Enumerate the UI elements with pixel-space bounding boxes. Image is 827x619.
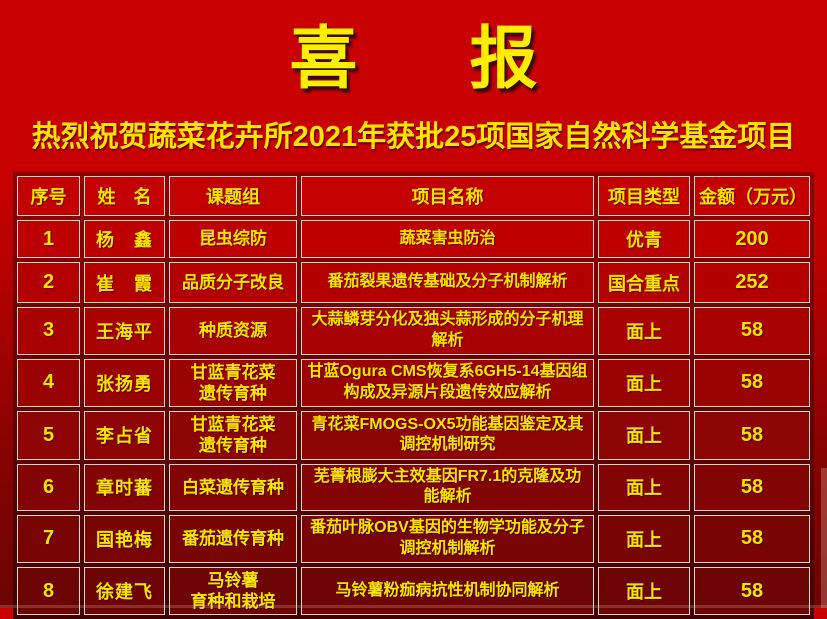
col-header-project: 项目名称: [301, 176, 594, 216]
cell-name: 张扬勇: [84, 358, 165, 408]
cell-project: 番茄裂果遗传基础及分子机制解析: [301, 262, 594, 303]
cell-amount: 58: [694, 307, 810, 355]
cell-amount: 252: [694, 262, 810, 303]
col-header-group: 课题组: [169, 176, 297, 216]
cell-name: 章时蕃: [84, 463, 165, 512]
table-row: 1 杨 鑫 昆虫综防 蔬菜害虫防治 优青 200: [17, 220, 810, 258]
subtitle: 热烈祝贺蔬菜花卉所2021年获批25项国家自然科学基金项目: [31, 120, 796, 153]
col-header-type: 项目类型: [598, 176, 690, 216]
table-header: 序号 姓 名 课题组 项目名称 项目类型 金额（万元）: [17, 176, 810, 216]
cell-name: 崔 霞: [84, 262, 165, 303]
cell-project: 大蒜鳞芽分化及独头蒜形成的分子机理解析: [301, 307, 594, 355]
col-header-no: 序号: [17, 176, 80, 216]
cell-project: 番茄叶脉OBV基因的生物学功能及分子调控机制解析: [301, 515, 594, 563]
cell-amount: 58: [694, 411, 810, 460]
cell-no: 8: [17, 566, 80, 616]
page-title: 喜 报: [0, 0, 827, 97]
cell-group: 昆虫综防: [169, 220, 297, 258]
cell-name: 李占省: [84, 411, 165, 460]
cell-group: 马铃薯 育种和栽培: [169, 566, 297, 616]
cell-group: 种质资源: [169, 307, 297, 355]
cell-project: 马铃薯粉痂病抗性机制协同解析: [301, 566, 594, 616]
col-header-name: 姓 名: [84, 176, 165, 216]
table-row: 2 崔 霞 品质分子改良 番茄裂果遗传基础及分子机制解析 国合重点 252: [17, 262, 810, 303]
cell-type: 面上: [598, 463, 690, 512]
cell-amount: 58: [694, 566, 810, 616]
cell-name: 徐建飞: [84, 566, 165, 616]
cell-type: 面上: [598, 566, 690, 616]
cell-type: 优青: [598, 220, 690, 258]
cell-no: 2: [17, 262, 80, 303]
title-char-right: 报: [469, 21, 538, 97]
table-row: 4 张扬勇 甘蓝青花菜 遗传育种 甘蓝Ogura CMS恢复系6GH5-14基因…: [17, 358, 810, 408]
table-row: 7 国艳梅 番茄遗传育种 番茄叶脉OBV基因的生物学功能及分子调控机制解析 面上…: [17, 515, 810, 563]
cell-no: 7: [17, 515, 80, 563]
projects-table: 序号 姓 名 课题组 项目名称 项目类型 金额（万元） 1 杨 鑫 昆虫综防 蔬…: [13, 172, 814, 619]
cell-name: 杨 鑫: [84, 220, 165, 258]
cell-name: 王海平: [84, 307, 165, 355]
table-row: 6 章时蕃 白菜遗传育种 芜菁根膨大主效基因FR7.1的克隆及功能解析 面上 5…: [17, 463, 810, 512]
cell-amount: 58: [694, 515, 810, 563]
cell-project: 青花菜FMOGS-OX5功能基因鉴定及其调控机制研究: [301, 411, 594, 460]
cell-amount: 58: [694, 358, 810, 408]
title-char-left: 喜: [289, 21, 358, 97]
col-header-amount: 金额（万元）: [694, 176, 810, 216]
cell-project: 蔬菜害虫防治: [301, 220, 594, 258]
cell-group: 番茄遗传育种: [169, 515, 297, 563]
cell-type: 面上: [598, 411, 690, 460]
table-body: 1 杨 鑫 昆虫综防 蔬菜害虫防治 优青 200 2 崔 霞 品质分子改良 番茄…: [17, 220, 810, 616]
cell-group: 甘蓝青花菜 遗传育种: [169, 411, 297, 460]
cell-type: 面上: [598, 307, 690, 355]
cell-group: 品质分子改良: [169, 262, 297, 303]
header-row: 序号 姓 名 课题组 项目名称 项目类型 金额（万元）: [17, 176, 810, 216]
table-row: 8 徐建飞 马铃薯 育种和栽培 马铃薯粉痂病抗性机制协同解析 面上 58: [17, 566, 810, 616]
cell-no: 1: [17, 220, 80, 258]
cell-type: 国合重点: [598, 262, 690, 303]
cell-no: 3: [17, 307, 80, 355]
cell-amount: 58: [694, 463, 810, 512]
cell-group: 白菜遗传育种: [169, 463, 297, 512]
cell-amount: 200: [694, 220, 810, 258]
cell-no: 6: [17, 463, 80, 512]
cell-name: 国艳梅: [84, 515, 165, 563]
cell-type: 面上: [598, 515, 690, 563]
cell-project: 甘蓝Ogura CMS恢复系6GH5-14基因组构成及异源片段遗传效应解析: [301, 358, 594, 408]
cell-no: 5: [17, 411, 80, 460]
cell-project: 芜菁根膨大主效基因FR7.1的克隆及功能解析: [301, 463, 594, 512]
table-row: 3 王海平 种质资源 大蒜鳞芽分化及独头蒜形成的分子机理解析 面上 58: [17, 307, 810, 355]
cell-no: 4: [17, 358, 80, 408]
cell-type: 面上: [598, 358, 690, 408]
cell-group: 甘蓝青花菜 遗传育种: [169, 358, 297, 408]
screen-edge-highlight-right: [821, 468, 827, 608]
table-row: 5 李占省 甘蓝青花菜 遗传育种 青花菜FMOGS-OX5功能基因鉴定及其调控机…: [17, 411, 810, 460]
